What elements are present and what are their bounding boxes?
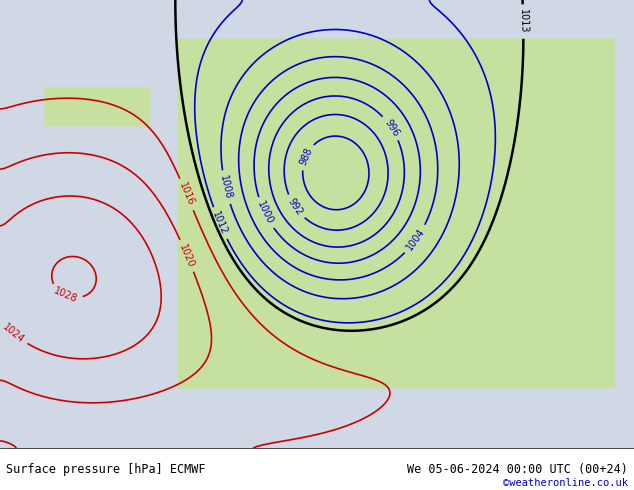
- Text: 988: 988: [297, 146, 314, 167]
- Text: We 05-06-2024 00:00 UTC (00+24): We 05-06-2024 00:00 UTC (00+24): [407, 463, 628, 476]
- Text: Surface pressure [hPa] ECMWF: Surface pressure [hPa] ECMWF: [6, 463, 206, 476]
- Text: 1020: 1020: [178, 243, 197, 269]
- Text: 1016: 1016: [178, 181, 196, 208]
- Text: 1004: 1004: [404, 226, 427, 252]
- Text: ©weatheronline.co.uk: ©weatheronline.co.uk: [503, 478, 628, 488]
- Text: 1013: 1013: [518, 9, 529, 34]
- Text: 1024: 1024: [1, 321, 26, 345]
- Text: 1012: 1012: [210, 210, 230, 237]
- Text: 992: 992: [286, 196, 305, 218]
- Text: 996: 996: [382, 118, 401, 138]
- Text: 1008: 1008: [218, 174, 233, 200]
- Text: 1028: 1028: [53, 286, 79, 305]
- Text: 1000: 1000: [256, 200, 275, 226]
